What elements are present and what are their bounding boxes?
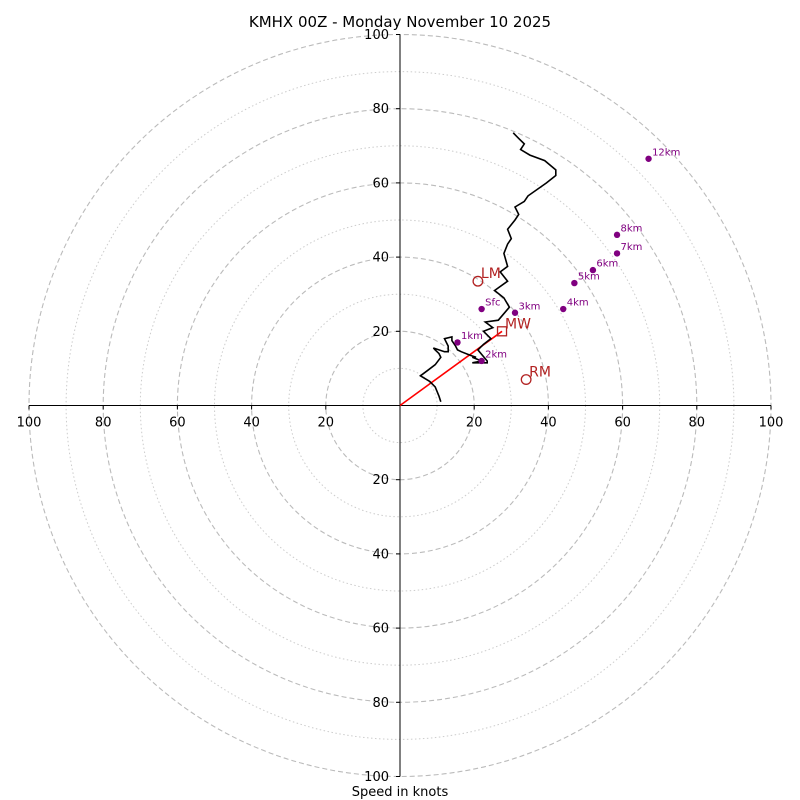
height-marker-point	[454, 339, 461, 346]
height-marker-point	[613, 231, 621, 239]
storm-motion-label: RM	[529, 365, 551, 381]
x-tick-label: 40	[540, 416, 557, 431]
height-marker-label: 4km	[567, 298, 589, 309]
y-tick-label: 20	[372, 325, 389, 340]
x-tick-label: 20	[466, 416, 483, 431]
x-tick-label: 80	[95, 416, 112, 431]
wind-profile	[418, 132, 557, 403]
y-tick-label: 100	[364, 770, 389, 785]
x-tick-label: 60	[169, 416, 186, 431]
y-tick-label: 100	[364, 28, 389, 43]
height-marker-label: 8km	[621, 223, 643, 234]
y-tick-label: 60	[372, 176, 389, 191]
x-tick-label: 40	[243, 416, 260, 431]
x-axis-label: Speed in knots	[352, 785, 449, 800]
y-tick-label: 80	[372, 102, 389, 117]
storm-motion-marker	[472, 275, 484, 287]
height-marker-point	[571, 279, 578, 287]
storm-motions: LM RM MW	[472, 266, 551, 385]
height-marker-point	[478, 357, 485, 365]
x-tick-label: 100	[17, 416, 42, 431]
x-tick-label: 100	[759, 416, 784, 431]
height-marker-label: 6km	[596, 259, 618, 270]
storm-motion-label: LM	[481, 266, 501, 282]
x-tick-label: 60	[614, 416, 631, 431]
storm-motion-label: MW	[505, 316, 531, 332]
height-marker-point	[511, 309, 519, 316]
height-marker-point	[560, 305, 567, 313]
height-marker-label: 3km	[519, 301, 541, 312]
y-tick-label: 20	[372, 473, 389, 488]
storm-motion-marker	[520, 374, 532, 385]
y-tick-label: 40	[372, 251, 389, 266]
y-tick-label: 40	[372, 547, 389, 562]
y-tick-label: 60	[372, 622, 389, 637]
chart-title: KMHX 00Z - Monday November 10 2025	[249, 13, 551, 31]
height-marker-label: 12km	[652, 147, 680, 158]
height-marker-label: 1km	[461, 331, 483, 342]
height-marker-point	[613, 250, 621, 257]
height-marker-point	[645, 155, 652, 162]
x-tick-label: 80	[689, 416, 706, 431]
height-marker-label: Sfc	[485, 298, 500, 309]
height-marker-label: 7km	[621, 242, 643, 253]
y-tick-label: 80	[372, 696, 389, 711]
wind-profile-line	[418, 132, 557, 403]
height-marker-label: 5km	[578, 272, 600, 283]
x-tick-label: 20	[318, 416, 335, 431]
tick-labels: 100 80 60 40 20 20 40 60 80 100 100 80 60 40 20 20 40 60 8…	[17, 28, 784, 785]
height-marker-point	[478, 305, 485, 313]
height-marker-point	[589, 266, 597, 274]
storm-motion-marker	[496, 326, 508, 337]
height-marker-label: 2km	[485, 349, 507, 360]
